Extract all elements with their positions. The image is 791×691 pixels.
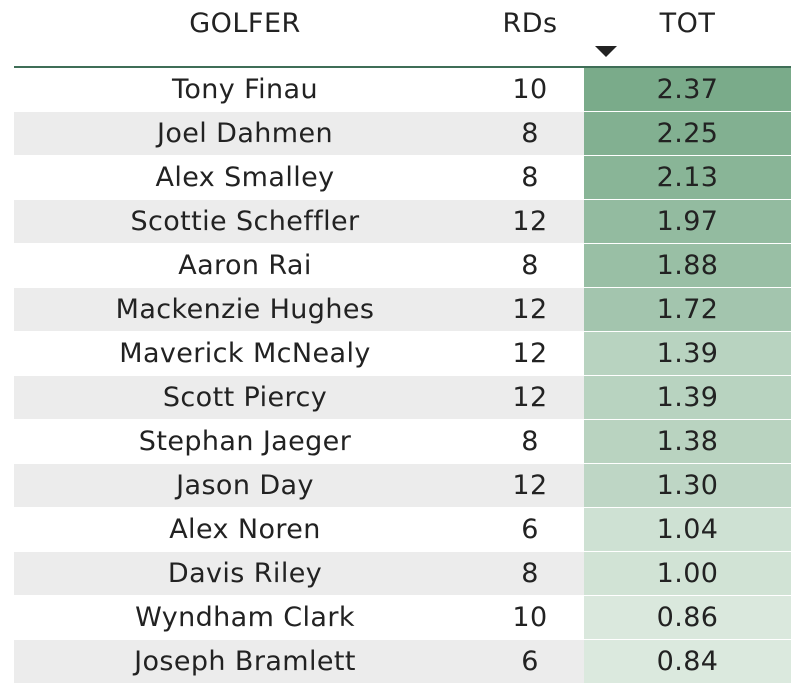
- golfer-cell: Mackenzie Hughes: [115, 294, 375, 325]
- table-row[interactable]: Mackenzie Hughes 12 1.72: [14, 288, 791, 332]
- table-row[interactable]: Jason Day 12 1.30: [14, 464, 791, 508]
- tot-cell: 1.88: [584, 244, 791, 287]
- golfer-cell: Joseph Bramlett: [134, 646, 356, 677]
- table-row[interactable]: Scott Piercy 12 1.39: [14, 376, 791, 420]
- golfer-cell: Maverick McNealy: [119, 338, 371, 369]
- table-row[interactable]: Aaron Rai 8 1.88: [14, 244, 791, 288]
- tot-cell: 0.86: [584, 596, 791, 639]
- golfer-cell: Scottie Scheffler: [130, 206, 360, 237]
- rds-cell: 6: [521, 646, 539, 677]
- rds-cell: 8: [521, 558, 539, 589]
- header-golfer[interactable]: GOLFER: [189, 8, 301, 39]
- tot-cell: 1.97: [584, 200, 791, 243]
- table-header: GOLFER RDs TOT: [14, 0, 791, 68]
- table-row[interactable]: Joseph Bramlett 6 0.84: [14, 640, 791, 684]
- tot-cell: 1.39: [584, 332, 791, 375]
- rds-cell: 8: [521, 118, 539, 149]
- table-body: Tony Finau 10 2.37 Joel Dahmen 8 2.25 Alex Sma…: [14, 68, 791, 684]
- tot-cell: 2.37: [584, 68, 791, 111]
- tot-cell: 2.25: [584, 112, 791, 155]
- tot-cell: 1.30: [584, 464, 791, 507]
- table-row[interactable]: Alex Smalley 8 2.13: [14, 156, 791, 200]
- golfer-cell: Tony Finau: [172, 74, 318, 105]
- rds-cell: 12: [512, 294, 548, 325]
- tot-cell: 2.13: [584, 156, 791, 199]
- golfer-table: GOLFER RDs TOT Tony Finau 10 2.37 Joel Dahm…: [14, 0, 791, 684]
- golfer-cell: Aaron Rai: [178, 250, 312, 281]
- tot-cell: 1.38: [584, 420, 791, 463]
- table-row[interactable]: Davis Riley 8 1.00: [14, 552, 791, 596]
- golfer-cell: Jason Day: [176, 470, 314, 501]
- tot-cell: 1.72: [584, 288, 791, 331]
- table-row[interactable]: Scottie Scheffler 12 1.97: [14, 200, 791, 244]
- rds-cell: 8: [521, 250, 539, 281]
- rds-cell: 12: [512, 338, 548, 369]
- table-row[interactable]: Tony Finau 10 2.37: [14, 68, 791, 112]
- rds-cell: 12: [512, 382, 548, 413]
- tot-cell: 1.00: [584, 552, 791, 595]
- golfer-cell: Davis Riley: [167, 558, 323, 589]
- sort-descending-icon[interactable]: [595, 46, 617, 57]
- rds-cell: 12: [512, 470, 548, 501]
- golfer-cell: Alex Noren: [169, 514, 321, 545]
- table-row[interactable]: Joel Dahmen 8 2.25: [14, 112, 791, 156]
- tot-cell: 0.84: [584, 640, 791, 683]
- rds-cell: 6: [521, 514, 539, 545]
- rds-cell: 10: [512, 74, 548, 105]
- table-row[interactable]: Wyndham Clark 10 0.86: [14, 596, 791, 640]
- table-row[interactable]: Maverick McNealy 12 1.39: [14, 332, 791, 376]
- table-row[interactable]: Alex Noren 6 1.04: [14, 508, 791, 552]
- tot-cell: 1.39: [584, 376, 791, 419]
- golfer-cell: Stephan Jaeger: [138, 426, 352, 457]
- golfer-cell: Alex Smalley: [155, 162, 335, 193]
- tot-cell: 1.04: [584, 508, 791, 551]
- golfer-cell: Joel Dahmen: [156, 118, 334, 149]
- table-row[interactable]: Stephan Jaeger 8 1.38: [14, 420, 791, 464]
- rds-cell: 10: [512, 602, 548, 633]
- header-rds[interactable]: RDs: [502, 8, 558, 39]
- rds-cell: 8: [521, 162, 539, 193]
- rds-cell: 12: [512, 206, 548, 237]
- golfer-cell: Scott Piercy: [162, 382, 328, 413]
- rds-cell: 8: [521, 426, 539, 457]
- golfer-cell: Wyndham Clark: [135, 602, 355, 633]
- header-tot[interactable]: TOT: [659, 8, 716, 39]
